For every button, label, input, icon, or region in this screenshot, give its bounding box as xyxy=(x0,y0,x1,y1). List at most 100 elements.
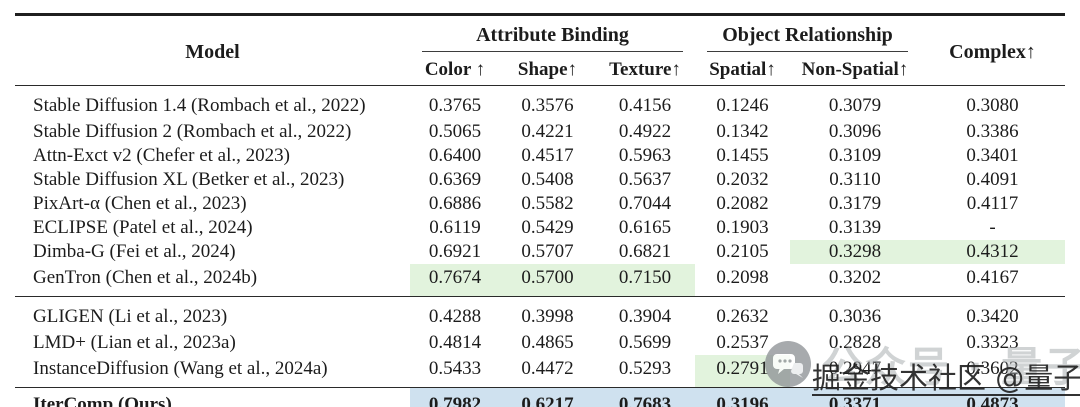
cell-complex: 0.3602 xyxy=(966,358,1019,379)
table-row-ours: IterComp (Ours) 0.7982 0.6217 0.7683 0.3… xyxy=(15,387,1065,407)
cell-shape: 0.4472 xyxy=(521,358,574,379)
cell-shape: 0.3998 xyxy=(500,296,595,331)
model-name: ECLIPSE (Patel et al., 2024) xyxy=(33,217,253,238)
model-name: InstanceDiffusion (Wang et al., 2024a) xyxy=(33,358,328,379)
column-header-texture: Texture↑ xyxy=(595,55,695,86)
cell-complex: 0.3080 xyxy=(966,94,1019,116)
table-row: ECLIPSE (Patel et al., 2024) 0.6119 0.54… xyxy=(15,216,1065,240)
cell-color: 0.4288 xyxy=(410,296,500,331)
table-row: Attn-Exct v2 (Chefer et al., 2023) 0.640… xyxy=(15,144,1065,168)
column-header-color: Color ↑ xyxy=(410,55,500,86)
column-header-spatial: Spatial↑ xyxy=(695,55,790,86)
cell-color: 0.6886 xyxy=(428,193,482,214)
cell-color: 0.6400 xyxy=(428,145,482,166)
cell-texture: 0.4922 xyxy=(618,121,672,142)
cell-complex-ours: 0.4873 xyxy=(920,387,1065,407)
cell-shape-ours: 0.6217 xyxy=(500,387,595,407)
cell-texture: 0.7044 xyxy=(618,193,672,214)
cell-color: 0.6921 xyxy=(428,241,482,262)
cell-texture-highlighted: 0.7150 xyxy=(595,264,695,297)
table-section-layout-models: GLIGEN (Li et al., 2023) 0.4288 0.3998 0… xyxy=(15,296,1065,388)
cell-nonspatial: 0.3036 xyxy=(790,296,920,331)
cell-color: 0.5433 xyxy=(428,358,482,379)
cell-complex-highlighted: 0.4312 xyxy=(920,240,1065,264)
cell-texture: 0.5637 xyxy=(618,169,672,190)
cell-complex: 0.4091 xyxy=(966,169,1019,190)
cell-shape-highlighted: 0.5700 xyxy=(500,264,595,297)
cell-texture: 0.4156 xyxy=(618,94,672,116)
model-name: GenTron (Chen et al., 2024b) xyxy=(33,267,258,288)
cell-shape: 0.5707 xyxy=(521,241,574,262)
cell-spatial: 0.1246 xyxy=(716,94,769,116)
group-header-object-relationship: Object Relationship xyxy=(695,15,920,56)
cell-texture: 0.6165 xyxy=(618,217,672,238)
cell-shape: 0.4517 xyxy=(521,145,574,166)
table-row: GenTron (Chen et al., 2024b) 0.7674 0.57… xyxy=(15,264,1065,297)
cell-shape: 0.4221 xyxy=(521,121,574,142)
cell-color-ours: 0.7982 xyxy=(410,387,500,407)
model-name: LMD+ (Lian et al., 2023a) xyxy=(33,332,236,353)
cell-color-highlighted: 0.7674 xyxy=(410,264,500,297)
table-row: Stable Diffusion 2 (Rombach et al., 2022… xyxy=(15,120,1065,144)
cell-nonspatial: 0.2947 xyxy=(828,358,882,379)
cell-nonspatial: 0.3096 xyxy=(828,121,882,142)
column-header-shape: Shape↑ xyxy=(500,55,595,86)
cell-nonspatial: 0.3079 xyxy=(828,94,882,116)
cell-nonspatial: 0.3179 xyxy=(828,193,882,214)
cell-spatial: 0.1342 xyxy=(716,121,769,142)
cell-shape: 0.5582 xyxy=(521,193,574,214)
cell-texture-ours: 0.7683 xyxy=(595,387,695,407)
column-header-complex: Complex↑ xyxy=(920,14,1065,86)
watermark-gray-text: 公众号 · 量子位 xyxy=(822,343,1080,391)
cell-spatial: 0.1903 xyxy=(716,217,769,238)
column-header-nonspatial: Non-Spatial↑ xyxy=(790,55,920,86)
chat-bubbles-icon xyxy=(765,341,811,387)
table-row: LMD+ (Lian et al., 2023a) 0.4814 0.4865 … xyxy=(15,331,1065,355)
cell-complex: 0.3420 xyxy=(920,296,1065,331)
cell-complex: 0.3401 xyxy=(966,145,1019,166)
model-name: Dimba-G (Fei et al., 2024) xyxy=(33,241,236,262)
cell-shape: 0.3576 xyxy=(521,94,574,116)
cell-color: 0.4814 xyxy=(428,332,482,353)
cell-nonspatial: 0.3202 xyxy=(828,267,882,288)
benchmark-table: Model Attribute Binding Object Relations… xyxy=(15,13,1065,407)
cell-nonspatial: 0.2828 xyxy=(828,332,882,353)
cell-spatial: 0.2105 xyxy=(716,241,769,262)
cell-texture: 0.3904 xyxy=(595,296,695,331)
table-row: PixArt-α (Chen et al., 2023) 0.6886 0.55… xyxy=(15,192,1065,216)
cell-complex: 0.4117 xyxy=(966,193,1019,214)
cell-color: 0.6369 xyxy=(428,169,482,190)
table-row: Dimba-G (Fei et al., 2024) 0.6921 0.5707… xyxy=(15,240,1065,264)
cell-texture: 0.5293 xyxy=(618,358,672,379)
model-name: GLIGEN (Li et al., 2023) xyxy=(15,296,410,331)
cell-nonspatial: 0.3139 xyxy=(828,217,882,238)
model-name: PixArt-α (Chen et al., 2023) xyxy=(33,193,247,214)
cell-color: 0.5065 xyxy=(428,121,482,142)
model-name: IterComp (Ours) xyxy=(15,387,410,407)
cell-spatial: 0.2537 xyxy=(716,332,769,353)
cell-spatial: 0.2082 xyxy=(716,193,769,214)
cell-spatial: 0.1455 xyxy=(716,145,769,166)
cell-shape: 0.5429 xyxy=(521,217,574,238)
table-section-ours: IterComp (Ours) 0.7982 0.6217 0.7683 0.3… xyxy=(15,387,1065,407)
cell-texture: 0.6821 xyxy=(618,241,672,262)
model-name: Stable Diffusion XL (Betker et al., 2023… xyxy=(33,169,345,190)
cell-shape: 0.4865 xyxy=(521,332,574,353)
watermark-dark-text: 掘金技术社区 @量子位 xyxy=(812,361,1080,395)
cell-spatial: 0.2032 xyxy=(716,169,769,190)
group-header-attribute-binding: Attribute Binding xyxy=(410,15,695,56)
model-name: Stable Diffusion 2 (Rombach et al., 2022… xyxy=(33,121,352,142)
table-row: GLIGEN (Li et al., 2023) 0.4288 0.3998 0… xyxy=(15,296,1065,331)
cell-nonspatial-ours: 0.3371 xyxy=(790,387,920,407)
cell-color: 0.3765 xyxy=(428,94,482,116)
cell-complex: 0.4167 xyxy=(966,267,1019,288)
cell-nonspatial: 0.3110 xyxy=(829,169,881,190)
cell-complex: 0.3323 xyxy=(966,332,1019,353)
table-row: Stable Diffusion XL (Betker et al., 2023… xyxy=(15,168,1065,192)
cell-spatial: 0.2632 xyxy=(695,296,790,331)
cell-nonspatial: 0.3109 xyxy=(828,145,882,166)
cell-texture: 0.5699 xyxy=(618,332,672,353)
table-section-baselines: Stable Diffusion 1.4 (Rombach et al., 20… xyxy=(15,86,1065,297)
cell-nonspatial-highlighted: 0.3298 xyxy=(790,240,920,264)
